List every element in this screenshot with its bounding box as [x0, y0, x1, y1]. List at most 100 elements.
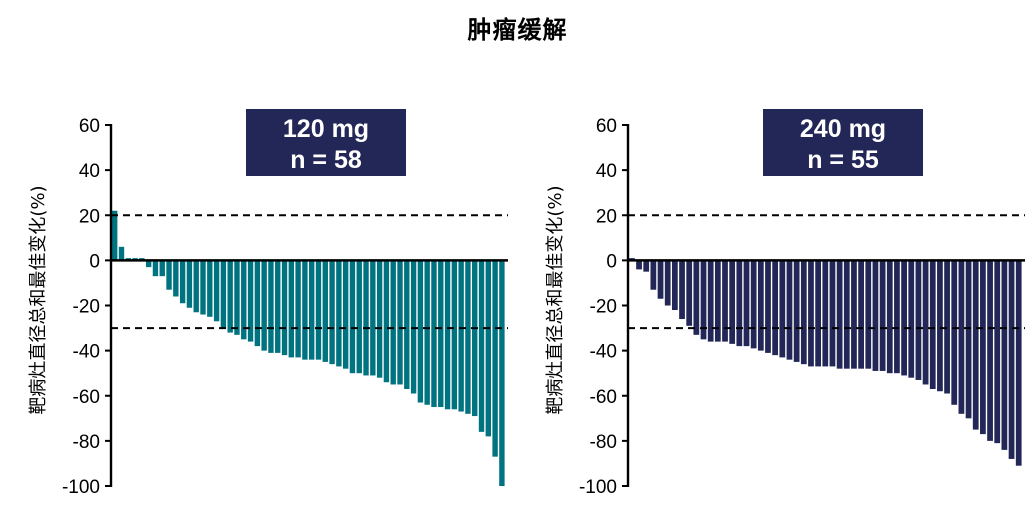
bar-120mg-46 — [417, 260, 424, 403]
y-tick-label: -60 — [590, 387, 617, 408]
bar-240mg-25 — [800, 260, 807, 365]
bar-120mg-32 — [322, 260, 328, 362]
bar-120mg-45 — [410, 260, 417, 394]
bar-240mg-53 — [1001, 260, 1008, 450]
bar-120mg-43 — [397, 260, 403, 385]
bar-120mg-30 — [309, 260, 315, 360]
bar-240mg-45 — [944, 260, 950, 394]
waterfall-chart-240mg: 60 40 20 0 -20 -40 -60 -80 -100 靶病灶直径总和最佳变化(%) 240… — [545, 109, 1025, 498]
bar-240mg-22 — [779, 260, 786, 358]
bar-120mg-39 — [370, 260, 376, 376]
bar-240mg-27 — [815, 260, 822, 367]
y-tick-label: -100 — [579, 477, 617, 498]
bar-120mg-14 — [200, 260, 206, 315]
bar-120mg-47 — [424, 260, 430, 405]
bar-120mg-13 — [193, 260, 199, 313]
bar-240mg-39 — [901, 260, 907, 376]
bar-120mg-35 — [342, 260, 349, 369]
bar-240mg-9 — [686, 260, 693, 326]
bar-240mg-38 — [894, 260, 900, 374]
bar-120mg-17 — [220, 260, 227, 329]
bar-240mg-19 — [757, 260, 764, 351]
y-tick-label: 0 — [89, 251, 100, 272]
bar-120mg-15 — [207, 260, 213, 317]
bar-240mg-40 — [908, 260, 915, 378]
y-tick-label: 20 — [596, 206, 617, 227]
waterfall-chart-120mg: 60 40 20 0 -20 -40 -60 -80 -100 靶病灶直径总和最佳变化(%) 120… — [28, 109, 508, 498]
bar-120mg-1 — [112, 210, 118, 261]
dose-box — [246, 109, 406, 176]
bar-120mg-2 — [118, 246, 125, 261]
bar-240mg-24 — [793, 260, 800, 362]
bar-240mg-2 — [636, 260, 642, 270]
bar-240mg-18 — [750, 260, 757, 349]
bar-120mg-38 — [363, 260, 369, 376]
bar-240mg-12 — [707, 260, 714, 342]
bar-120mg-29 — [302, 260, 308, 360]
bar-120mg-48 — [431, 260, 437, 408]
bar-120mg-40 — [376, 260, 383, 378]
bar-120mg-58 — [499, 260, 505, 487]
y-axis-label: 靶病灶直径总和最佳变化(%) — [28, 185, 49, 414]
bar-120mg-8 — [159, 260, 165, 277]
bar-240mg-14 — [722, 260, 728, 342]
bar-120mg-27 — [288, 260, 295, 358]
bar-120mg-10 — [173, 260, 179, 297]
bar-240mg-42 — [922, 260, 929, 385]
bar-120mg-6 — [145, 260, 152, 268]
y-tick-label: 60 — [79, 116, 100, 137]
bar-240mg-32 — [851, 260, 857, 369]
bar-120mg-11 — [179, 260, 186, 304]
bar-240mg-48 — [965, 260, 972, 419]
bar-240mg-44 — [937, 260, 943, 392]
bar-240mg-23 — [786, 260, 793, 360]
y-tick-label: 0 — [606, 251, 617, 272]
bar-240mg-11 — [700, 260, 707, 340]
y-tick-label: 40 — [596, 161, 617, 182]
bar-240mg-15 — [729, 260, 736, 344]
bar-240mg-5 — [657, 260, 664, 299]
bar-120mg-53 — [465, 260, 471, 414]
bar-120mg-36 — [349, 260, 356, 374]
bar-120mg-20 — [241, 260, 247, 340]
y-tick-label: -20 — [73, 297, 100, 318]
y-tick-label: 20 — [79, 206, 100, 227]
bar-240mg-30 — [836, 260, 843, 369]
bar-240mg-29 — [829, 260, 836, 367]
bar-240mg-21 — [772, 260, 779, 356]
bar-240mg-46 — [951, 260, 958, 405]
bar-120mg-12 — [186, 260, 193, 308]
bar-240mg-16 — [736, 260, 743, 347]
y-tick-label: -20 — [590, 297, 617, 318]
bar-120mg-31 — [315, 260, 322, 360]
n-label: n = 55 — [807, 146, 879, 174]
y-tick-label: -80 — [73, 432, 100, 453]
bar-240mg-17 — [743, 260, 750, 347]
bar-120mg-25 — [275, 260, 281, 353]
bar-240mg-3 — [643, 260, 650, 272]
bar-240mg-20 — [765, 260, 771, 353]
bar-120mg-37 — [356, 260, 362, 374]
y-tick-label: -40 — [590, 342, 617, 363]
bar-120mg-23 — [261, 260, 267, 351]
bar-120mg-44 — [404, 260, 410, 389]
dose-label: 120 mg — [283, 115, 369, 143]
page-title: 肿瘤缓解 — [467, 16, 568, 44]
bar-120mg-19 — [234, 260, 240, 335]
bar-240mg-7 — [671, 260, 678, 311]
bar-120mg-55 — [478, 260, 485, 432]
n-label: n = 58 — [290, 146, 362, 174]
bar-240mg-31 — [843, 260, 850, 369]
bar-240mg-8 — [679, 260, 685, 320]
bar-120mg-21 — [247, 260, 254, 342]
bar-120mg-57 — [492, 260, 498, 457]
bar-240mg-13 — [714, 260, 721, 342]
bar-240mg-50 — [980, 260, 986, 435]
bar-240mg-54 — [1008, 260, 1015, 459]
bar-240mg-41 — [915, 260, 922, 380]
bar-120mg-50 — [444, 260, 451, 410]
bar-240mg-47 — [958, 260, 965, 414]
bar-240mg-52 — [994, 260, 1001, 444]
bar-240mg-51 — [987, 260, 993, 441]
bar-120mg-18 — [227, 260, 233, 333]
